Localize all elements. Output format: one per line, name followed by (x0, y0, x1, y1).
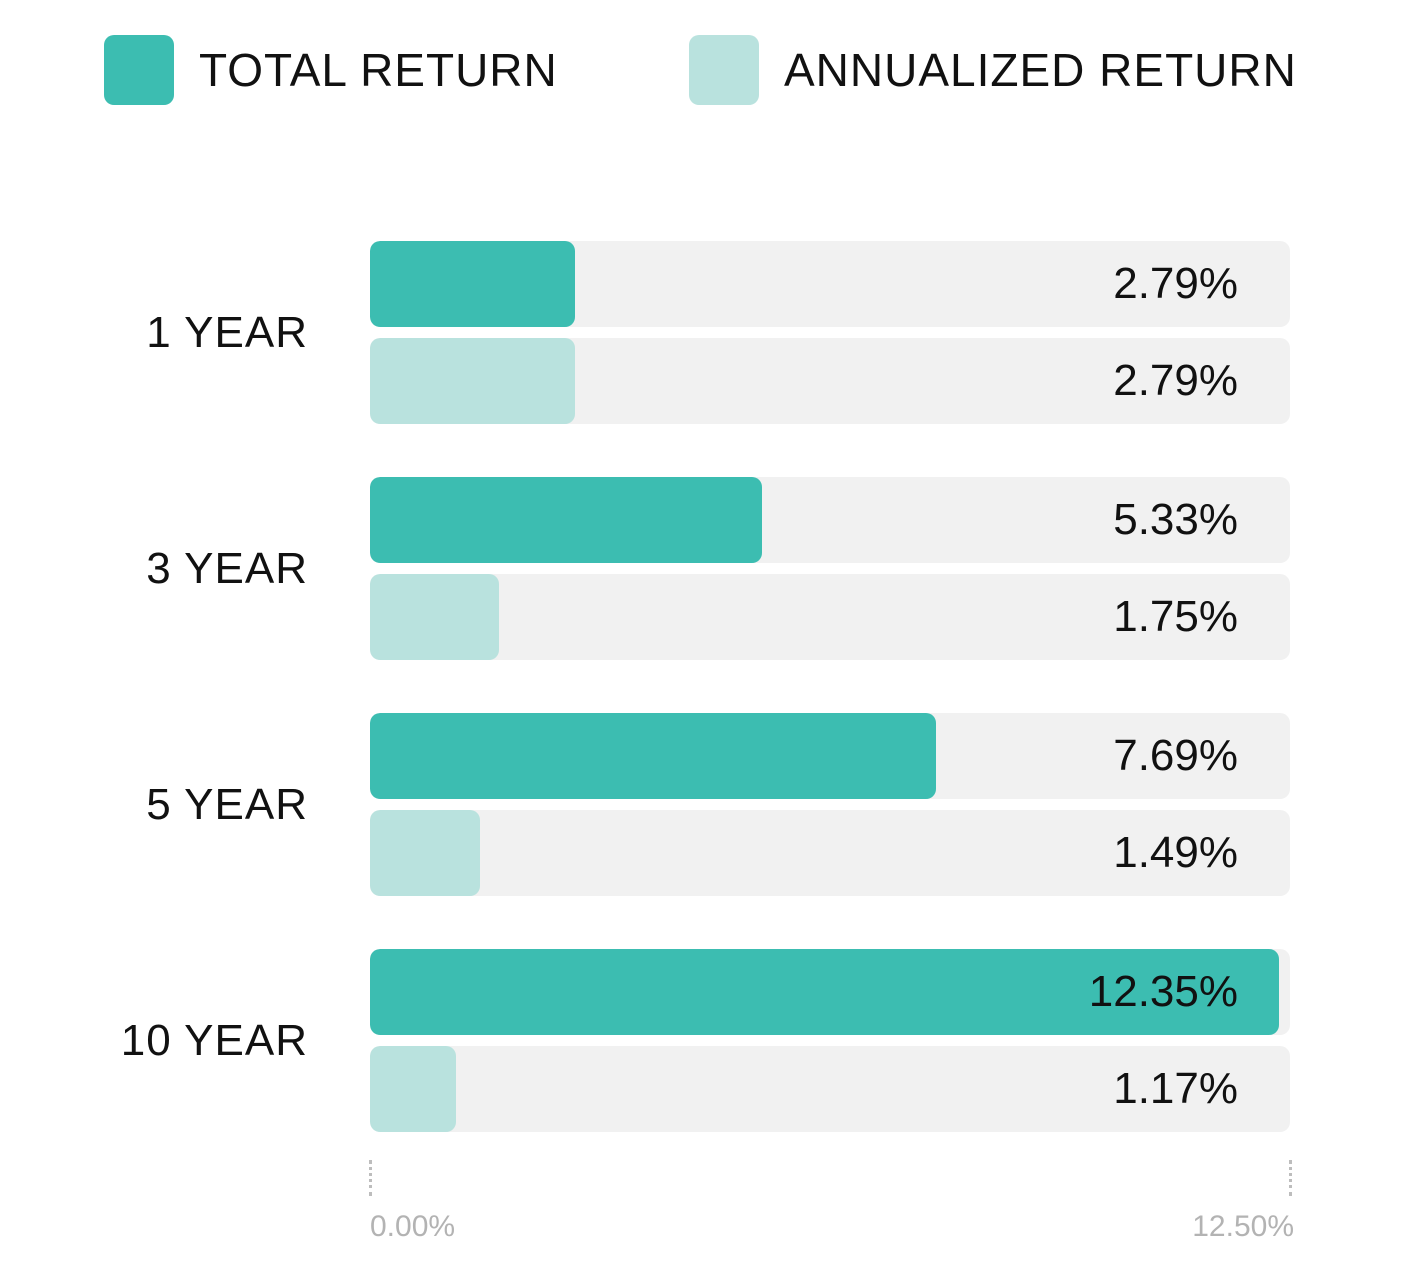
bar-track: 1.75% (370, 574, 1290, 660)
legend-item-annualized-return: ANNUALIZED RETURN (689, 35, 1297, 105)
bar (370, 949, 1279, 1035)
legend-swatch-annualized-return (689, 35, 759, 105)
axis-tick (369, 1160, 372, 1196)
category-label: 1 YEAR (146, 307, 308, 357)
bar-value-label: 1.75% (1113, 592, 1238, 641)
bar-track: 2.79% (370, 241, 1290, 327)
legend-item-total-return: TOTAL RETURN (104, 35, 558, 105)
bar (370, 810, 480, 896)
category-label: 10 YEAR (120, 1015, 308, 1065)
bar-track: 1.17% (370, 1046, 1290, 1132)
bar-value-label: 1.49% (1113, 828, 1238, 877)
bar-value-label: 2.79% (1113, 259, 1238, 308)
category-label: 3 YEAR (146, 543, 308, 593)
bar-value-label: 2.79% (1113, 356, 1238, 405)
axis-tick (1289, 1160, 1292, 1196)
legend-swatch-total-return (104, 35, 174, 105)
category-label: 5 YEAR (146, 779, 308, 829)
axis-label-max: 12.50% (1192, 1210, 1294, 1243)
bar-track: 1.49% (370, 810, 1290, 896)
legend-label-total-return: TOTAL RETURN (199, 44, 558, 96)
bar (370, 338, 576, 424)
bar (370, 1046, 457, 1132)
legend-label-annualized-return: ANNUALIZED RETURN (784, 44, 1297, 96)
axis-label-min: 0.00% (370, 1210, 456, 1243)
bar (370, 574, 499, 660)
bar-track: 12.35% (370, 949, 1290, 1035)
bar-value-label: 1.17% (1113, 1064, 1238, 1113)
bar (370, 477, 763, 563)
bar-track: 2.79% (370, 338, 1290, 424)
bar-track: 5.33% (370, 477, 1290, 563)
bar (370, 713, 936, 799)
bar (370, 241, 576, 327)
bar-value-label: 5.33% (1113, 495, 1238, 544)
bar-value-label: 7.69% (1113, 731, 1238, 780)
bar-track: 7.69% (370, 713, 1290, 799)
bar-value-label: 12.35% (1088, 967, 1238, 1016)
